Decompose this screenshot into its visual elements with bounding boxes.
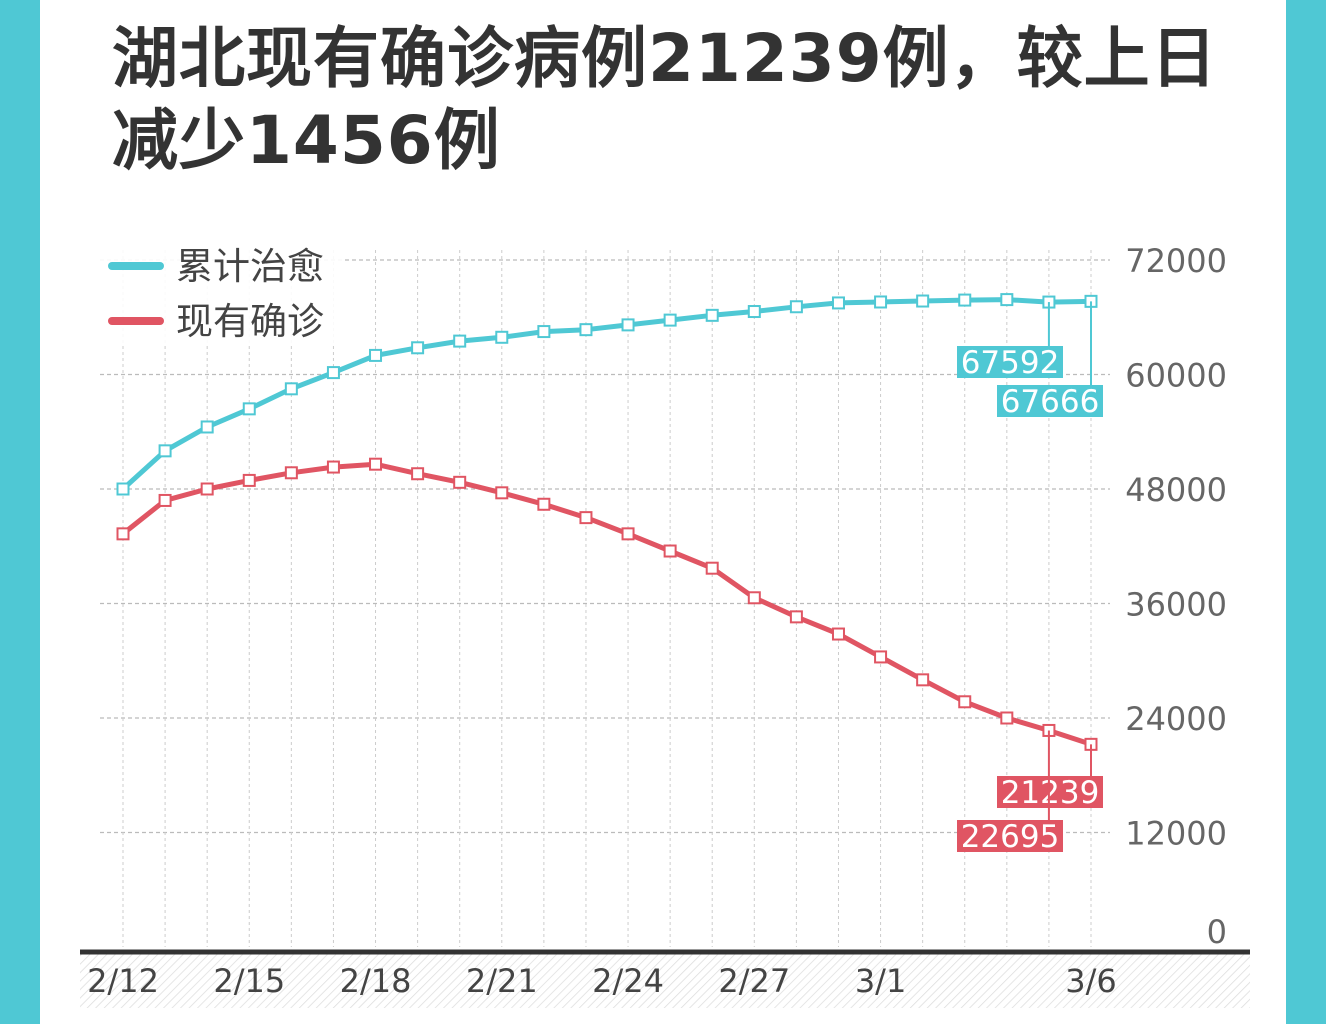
x-tick-label: 2/21 <box>466 962 538 1000</box>
data-point-marker <box>916 673 930 687</box>
data-point-marker <box>326 460 340 474</box>
data-point-marker <box>537 325 551 339</box>
data-point-marker <box>1000 293 1014 307</box>
data-point-marker <box>411 467 425 481</box>
data-point-marker <box>242 473 256 487</box>
data-point-marker <box>705 308 719 322</box>
y-tick-label: 60000 <box>1125 357 1227 395</box>
data-point-marker <box>789 610 803 624</box>
data-point-marker <box>789 300 803 314</box>
data-point-marker <box>705 561 719 575</box>
data-point-marker <box>579 511 593 525</box>
data-point-marker <box>158 493 172 507</box>
series-line <box>121 297 1092 491</box>
callout-label-box <box>957 346 1063 378</box>
data-point-marker <box>284 382 298 396</box>
data-point-marker <box>411 341 425 355</box>
callout-label-text: 22695 <box>961 819 1060 855</box>
y-tick-label: 36000 <box>1125 586 1227 624</box>
callout-label-box <box>997 385 1103 417</box>
y-tick-label: 48000 <box>1125 471 1227 509</box>
data-point-marker <box>621 527 635 541</box>
x-tick-label: 2/24 <box>592 962 664 1000</box>
series-line <box>121 461 1092 747</box>
data-point-marker <box>326 366 340 380</box>
data-point-marker <box>200 482 214 496</box>
x-tick-label: 2/27 <box>718 962 790 1000</box>
data-point-marker <box>158 444 172 458</box>
data-point-marker <box>453 334 467 348</box>
y-tick-label: 72000 <box>1125 242 1227 280</box>
data-point-marker <box>200 420 214 434</box>
x-tick-label: 2/12 <box>87 962 159 1000</box>
data-point-marker <box>958 293 972 307</box>
data-point-marker <box>831 627 845 641</box>
chart-title: 湖北现有确诊病例21239例，较上日减少1456例 <box>112 20 1218 179</box>
x-axis-hatch-band <box>80 952 1250 1008</box>
data-point-marker <box>1000 711 1014 725</box>
legend-box <box>97 240 343 346</box>
y-tick-label: 24000 <box>1125 700 1227 738</box>
data-point-marker <box>242 402 256 416</box>
data-point-marker <box>284 466 298 480</box>
data-point-marker <box>369 457 383 471</box>
callout-label-box <box>997 776 1103 808</box>
data-point-marker <box>663 313 677 327</box>
y-tick-label: 12000 <box>1125 815 1227 853</box>
data-point-marker <box>495 330 509 344</box>
left-frame-border <box>0 0 40 1024</box>
data-point-marker <box>116 527 130 541</box>
callout-label-text: 67666 <box>1001 384 1100 420</box>
data-point-marker <box>831 296 845 310</box>
data-point-marker <box>958 695 972 709</box>
data-point-marker <box>663 544 677 558</box>
data-point-marker <box>916 294 930 308</box>
data-point-marker <box>874 650 888 664</box>
x-tick-label: 3/1 <box>855 962 907 1000</box>
right-frame-border <box>1286 0 1326 1024</box>
callout-label-box <box>957 820 1063 852</box>
data-point-marker <box>537 497 551 511</box>
data-point-marker <box>747 591 761 605</box>
data-point-marker <box>453 475 467 489</box>
legend-label: 累计治愈 <box>176 245 324 288</box>
data-point-marker <box>495 486 509 500</box>
callout-label-text: 67592 <box>961 345 1060 381</box>
legend-label: 现有确诊 <box>176 300 324 343</box>
x-tick-label: 3/6 <box>1065 962 1117 1000</box>
x-tick-label: 2/15 <box>213 962 285 1000</box>
data-point-marker <box>621 318 635 332</box>
data-point-marker <box>116 482 130 496</box>
callout-label-text: 21239 <box>1001 775 1100 811</box>
data-point-marker <box>579 323 593 337</box>
data-point-marker <box>369 348 383 362</box>
data-point-marker <box>874 295 888 309</box>
x-tick-label: 2/18 <box>340 962 412 1000</box>
data-point-marker <box>747 305 761 319</box>
y-tick-label: 0 <box>1207 913 1227 951</box>
